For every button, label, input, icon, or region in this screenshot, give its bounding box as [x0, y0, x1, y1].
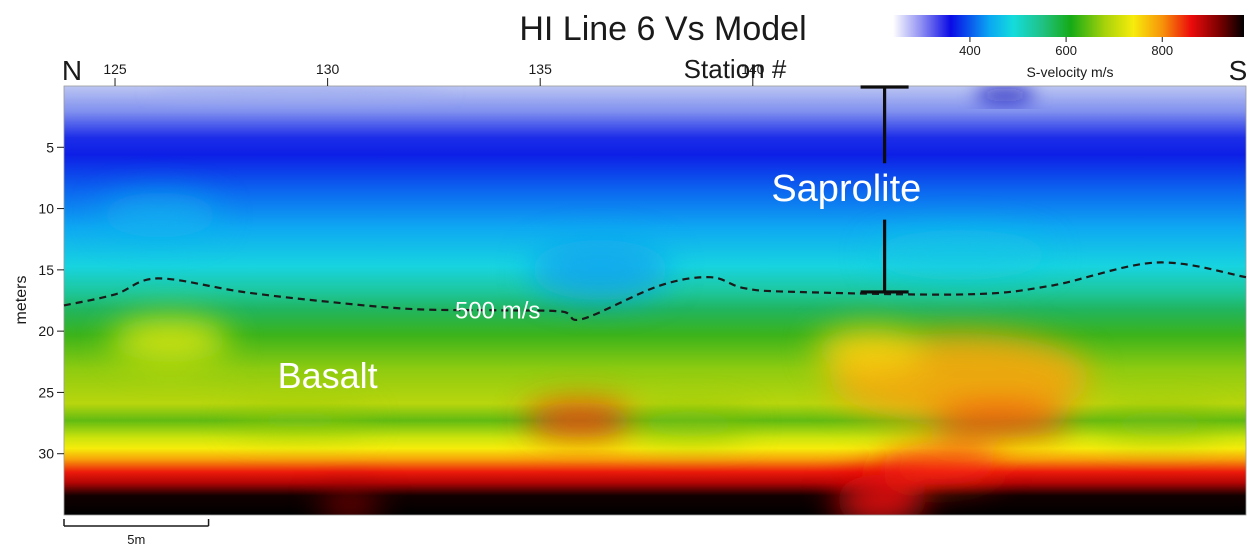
x-axis-ticks: 125 130 135 140	[103, 61, 765, 86]
basalt-label: Basalt	[278, 355, 378, 396]
y-axis-title: meters	[13, 276, 30, 325]
colorbar-ticks: 400 600 800	[959, 37, 1173, 58]
velocity-field	[64, 86, 1246, 515]
scale-bar-label: 5m	[127, 532, 145, 547]
colorbar-tick-label: 400	[959, 43, 981, 58]
contour-line-500	[63, 261, 1247, 321]
x-tick-label: 130	[316, 61, 340, 77]
plot-area	[63, 85, 1247, 516]
y-axis-ticks: 5 10 15 20 25 30	[38, 139, 64, 462]
contour-value-label: 500 m/s	[455, 298, 540, 325]
x-axis-title: Station #	[684, 54, 787, 84]
north-label: N	[62, 55, 82, 86]
colorbar-label: S-velocity m/s	[1026, 64, 1113, 80]
y-tick-label: 25	[38, 384, 54, 400]
chart-title: HI Line 6 Vs Model	[519, 10, 806, 48]
y-tick-label: 5	[46, 139, 54, 155]
y-tick-label: 10	[38, 201, 54, 217]
colorbar-tick-label: 600	[1055, 43, 1077, 58]
y-tick-label: 20	[38, 323, 54, 339]
y-tick-label: 15	[38, 262, 54, 278]
scale-bar: 5m	[63, 519, 210, 547]
saprolite-label: Saprolite	[771, 168, 921, 210]
colorbar-tick-label: 800	[1151, 43, 1173, 58]
x-tick-label: 125	[103, 61, 127, 77]
colorbar	[893, 15, 1244, 37]
south-label: S	[1229, 55, 1248, 86]
saprolite-thickness-marker	[860, 85, 909, 294]
x-tick-label: 140	[741, 61, 765, 77]
y-tick-label: 30	[38, 446, 54, 462]
x-tick-label: 135	[529, 61, 553, 77]
